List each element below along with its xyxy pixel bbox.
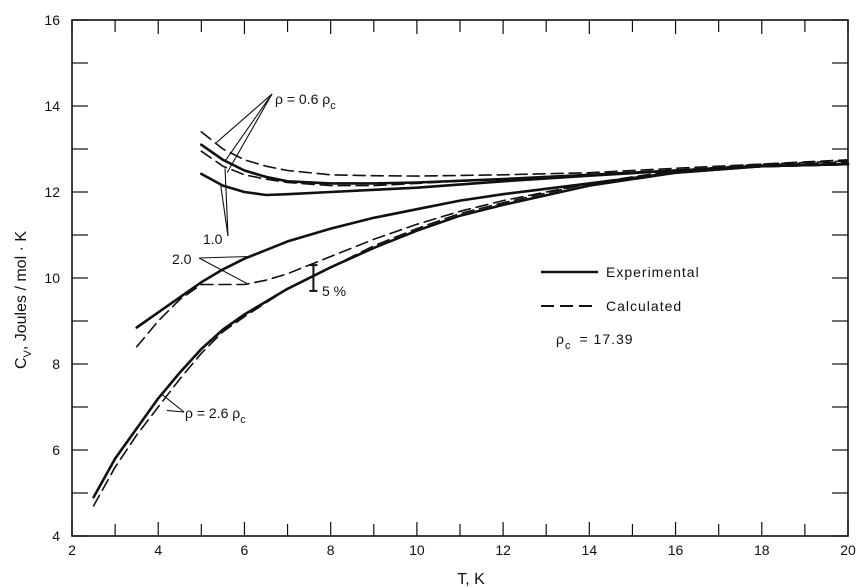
series-line-dashed-rho-2-6 (92, 160, 849, 507)
legend-experimental-label: Experimental (606, 264, 700, 280)
y-axis-title-sub: V (22, 349, 34, 357)
legend: Experimental Calculated ρc = 17.39 (541, 264, 700, 352)
annotation-leader-line (198, 257, 250, 285)
x-tick-label: 8 (327, 542, 335, 558)
annotation-rho-06: ρ = 0.6 ρc (275, 91, 336, 112)
x-tick-label: 14 (582, 542, 598, 558)
y-axis-title-main: C (13, 357, 30, 369)
x-tick-label: 20 (840, 542, 856, 558)
x-tick-label: 12 (495, 542, 511, 558)
annotation-errorbar: 5 % (322, 283, 346, 299)
x-tick-label: 4 (154, 542, 162, 558)
annotation-leader-line (226, 93, 273, 173)
x-tick-label: 10 (409, 542, 425, 558)
x-axis-title: T, K (457, 571, 485, 588)
annotation-leader-line (162, 394, 185, 413)
ticks (71, 19, 849, 537)
y-axis-title-rest: , Joules / mol · K (13, 231, 30, 350)
x-tick-label: 2 (68, 542, 76, 558)
annotation-leader-line (224, 168, 229, 237)
x-tick-label: 16 (668, 542, 684, 558)
annotation-rho-10: 1.0 (203, 231, 223, 247)
y-tick-label: 14 (44, 98, 60, 114)
y-tick-label: 16 (44, 12, 60, 28)
annotations: ρ = 0.6 ρc 1.0 2.0 ρ = 2.6 ρc 5 % (162, 91, 346, 426)
series-line-dashed-rho-1-0 (200, 150, 849, 187)
annotation-leader-line (198, 255, 249, 259)
legend-calculated-label: Calculated (606, 298, 682, 314)
y-tick-label: 10 (44, 270, 60, 286)
series-line-solid-rho-2-0 (135, 162, 850, 329)
y-tick-label: 4 (52, 528, 60, 544)
series-lines (92, 131, 850, 507)
series-line-dashed-rho-0-6 (200, 131, 849, 177)
y-tick-label: 6 (52, 442, 60, 458)
x-tick-label: 18 (754, 542, 770, 558)
y-tick-label: 12 (44, 184, 60, 200)
annotation-leader-line (216, 93, 273, 143)
x-tick-label: 6 (241, 542, 249, 558)
annotation-rho-20: 2.0 (172, 251, 192, 267)
annotation-leader-line (224, 93, 273, 162)
y-axis-title: CV, Joules / mol · K (13, 231, 34, 369)
series-line-dashed-rho-2-0 (135, 163, 849, 348)
legend-rho-c-note: ρc = 17.39 (556, 331, 634, 352)
plot-frame (71, 19, 849, 537)
series-line-solid-rho-2-6 (92, 162, 850, 499)
annotation-leader-line (220, 185, 229, 237)
y-tick-label: 8 (52, 356, 60, 372)
plot-area-border (71, 19, 849, 537)
annotation-leader-line (166, 409, 185, 413)
annotation-rho-26: ρ = 2.6 ρc (185, 405, 246, 426)
